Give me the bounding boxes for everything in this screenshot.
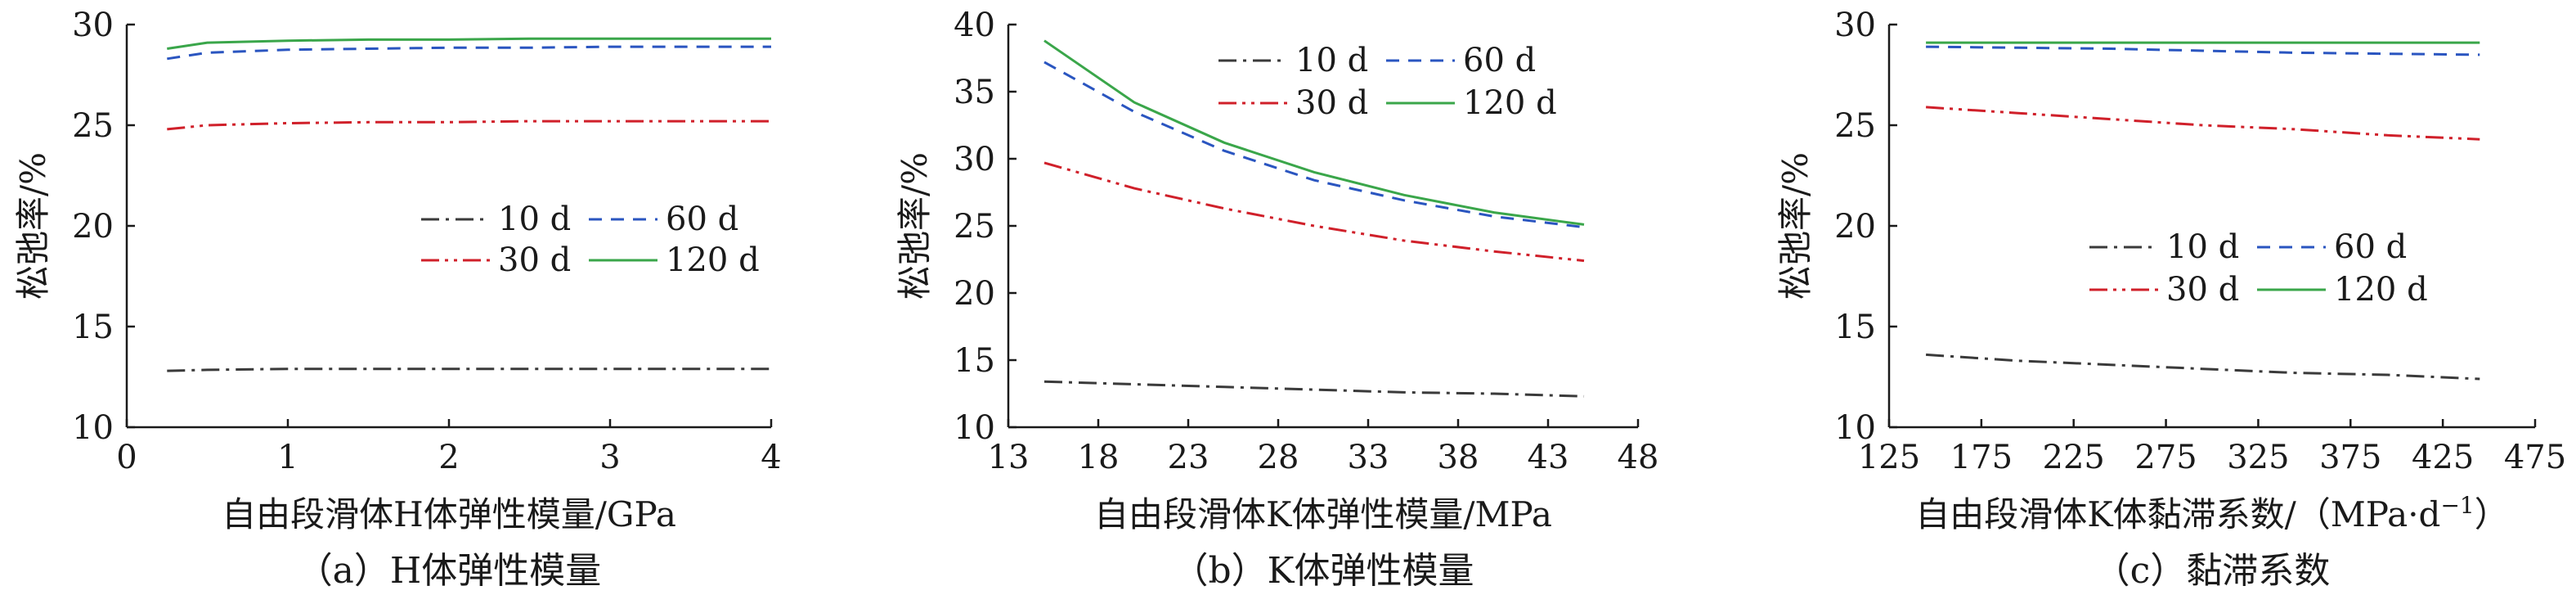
y-tick-label: 40 xyxy=(954,7,995,44)
series-line-30d xyxy=(167,119,771,131)
series-line-120d xyxy=(167,37,771,50)
x-tick-label: 23 xyxy=(1168,439,1209,476)
panel-caption: （b）K体弹性模量 xyxy=(1172,550,1474,592)
panel-caption: （c）黏滞系数 xyxy=(2094,550,2331,592)
x-tick-label: 38 xyxy=(1438,439,1479,476)
legend-label: 60 d xyxy=(666,201,738,238)
x-tick-label: 18 xyxy=(1078,439,1120,476)
y-tick-label: 15 xyxy=(72,309,114,346)
x-tick-label: 33 xyxy=(1348,439,1389,476)
chart-panel-3: 10 15 20 25 30 125 175 225 275 325 375 425 475 松弛率/% 自… xyxy=(1775,7,2566,592)
chart-panel-2: 10 15 20 25 30 35 40 13 18 23 28 33 38 43 48 松弛率/% 自由段滑体… xyxy=(895,7,1658,592)
x-axis-label: 自由段滑体K体黏滞系数/（MPa·d−1） xyxy=(1915,492,2508,534)
y-tick-label: 15 xyxy=(954,342,995,380)
y-tick-label: 25 xyxy=(1834,107,1876,145)
x-tick-label: 225 xyxy=(2043,439,2105,476)
y-tick-label: 10 xyxy=(72,409,114,447)
x-tick-label: 425 xyxy=(2412,439,2474,476)
x-tick-label: 48 xyxy=(1618,439,1659,476)
series-line-30d xyxy=(1926,106,2480,141)
y-tick-label: 20 xyxy=(72,208,114,246)
y-tick-label: 35 xyxy=(954,74,995,111)
legend: 10 d 60 d 30 d 120 d xyxy=(2089,228,2428,309)
legend: 10 d 60 d 30 d 120 d xyxy=(421,201,760,279)
x-axis-label: 自由段滑体H体弹性模量/GPa xyxy=(222,494,676,534)
x-tick-label: 28 xyxy=(1258,439,1299,476)
x-axis-label: 自由段滑体K体弹性模量/MPa xyxy=(1094,494,1552,534)
y-tick-label: 15 xyxy=(1834,309,1876,346)
series-line-10d xyxy=(167,367,771,372)
legend-label: 120 d xyxy=(666,241,760,279)
legend-label: 30 d xyxy=(1295,84,1368,122)
legend-label: 120 d xyxy=(1463,84,1557,122)
x-tick-label: 1 xyxy=(277,439,298,476)
legend: 10 d 60 d 30 d 120 d xyxy=(1218,42,1557,122)
legend-label: 120 d xyxy=(2334,271,2428,309)
x-tick-label: 4 xyxy=(761,439,781,476)
y-tick-label: 10 xyxy=(954,409,995,447)
legend-label: 60 d xyxy=(1463,42,1536,79)
legend-label: 60 d xyxy=(2334,228,2407,266)
y-axis-label: 松弛率/% xyxy=(895,152,935,300)
x-tick-label: 43 xyxy=(1528,439,1569,476)
x-tick-label: 175 xyxy=(1950,439,2013,476)
x-tick-label: 325 xyxy=(2227,439,2289,476)
series-line-30d xyxy=(1043,161,1585,263)
panel-caption: （a）H体弹性模量 xyxy=(297,550,602,592)
legend-label: 10 d xyxy=(498,201,571,238)
y-tick-label: 30 xyxy=(1834,7,1876,44)
x-tick-label: 13 xyxy=(988,439,1030,476)
series-line-60d xyxy=(1043,61,1585,229)
x-tick-label: 275 xyxy=(2134,439,2197,476)
y-tick-label: 25 xyxy=(72,107,114,145)
y-tick-label: 30 xyxy=(954,141,995,178)
series-line-120d xyxy=(1043,39,1585,226)
x-tick-label: 0 xyxy=(116,439,137,476)
y-tick-label: 10 xyxy=(1834,409,1876,447)
series-line-10d xyxy=(1043,380,1585,398)
y-tick-label: 20 xyxy=(954,275,995,313)
x-tick-label: 2 xyxy=(438,439,459,476)
legend-label: 30 d xyxy=(2166,271,2239,309)
series-line-10d xyxy=(1926,353,2480,381)
y-tick-label: 30 xyxy=(72,7,114,44)
legend-label: 10 d xyxy=(2166,228,2239,266)
legend-label: 10 d xyxy=(1295,42,1368,79)
series-line-60d xyxy=(167,45,771,61)
series-line-60d xyxy=(1926,45,2480,56)
y-tick-label: 20 xyxy=(1834,208,1876,246)
chart-panel-1: 10 15 20 25 30 0 1 2 3 4 松弛率/% 自由段滑体H体弹性模量/GPa （a）H体… xyxy=(13,7,782,592)
x-tick-label: 3 xyxy=(599,439,620,476)
legend-label: 30 d xyxy=(498,241,571,279)
x-tick-label: 475 xyxy=(2504,439,2566,476)
y-axis-label: 松弛率/% xyxy=(13,152,53,300)
y-axis-label: 松弛率/% xyxy=(1775,152,1815,300)
x-tick-label: 125 xyxy=(1858,439,1920,476)
x-tick-label: 375 xyxy=(2319,439,2381,476)
y-tick-label: 25 xyxy=(954,208,995,246)
